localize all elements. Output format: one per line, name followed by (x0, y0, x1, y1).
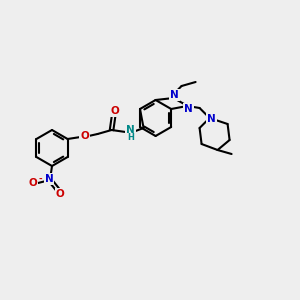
Text: N: N (45, 174, 53, 184)
Text: O: O (110, 106, 119, 116)
Text: N: N (170, 90, 179, 100)
Text: N: N (126, 125, 135, 135)
Text: O: O (80, 131, 89, 141)
Text: H: H (127, 133, 134, 142)
Text: -: - (38, 175, 42, 184)
Text: N: N (184, 104, 193, 114)
Text: O: O (56, 189, 64, 199)
Text: N: N (207, 114, 216, 124)
Text: O: O (28, 178, 38, 188)
